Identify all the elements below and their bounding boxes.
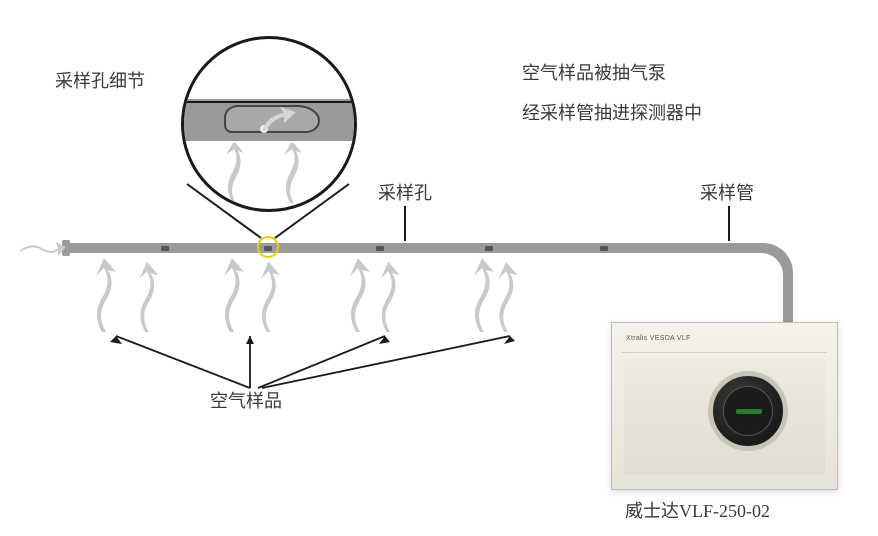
sampling-hole-label: 采样孔 — [378, 180, 432, 207]
air-description-line1: 空气样品被抽气泵 — [522, 60, 666, 87]
sampling-hole-leader — [404, 206, 406, 241]
sampling-pipe-horizontal — [69, 243, 757, 253]
detector-dial-inner — [723, 386, 773, 436]
detail-title-label: 采样孔细节 — [55, 68, 145, 95]
device-model-label: 威士达VLF-250-02 — [625, 498, 770, 525]
sampling-hole — [600, 246, 608, 251]
sampling-hole — [161, 246, 169, 251]
sampling-hole — [376, 246, 384, 251]
detector-led-icon — [736, 409, 762, 414]
air-sample-leaders — [100, 332, 540, 390]
detector-device: Xtralis VESDA VLF — [611, 322, 838, 490]
detail-circle — [181, 36, 357, 212]
detail-up-arrows — [212, 143, 332, 209]
sampling-pipe-label: 采样管 — [700, 180, 754, 207]
sampling-pipe-leader — [728, 206, 730, 241]
intake-arrow-icon — [18, 238, 66, 258]
detail-pipe-edge — [181, 101, 357, 103]
detail-flow-arrow-icon — [256, 105, 304, 135]
air-description-line2: 经采样管抽进探测器中 — [522, 100, 702, 127]
detector-dial — [708, 371, 788, 451]
detector-brand-text: Xtralis VESDA VLF — [626, 335, 691, 342]
sampling-pipe-vertical — [783, 270, 793, 325]
air-sample-label: 空气样品 — [210, 388, 282, 415]
sampling-hole — [485, 246, 493, 251]
